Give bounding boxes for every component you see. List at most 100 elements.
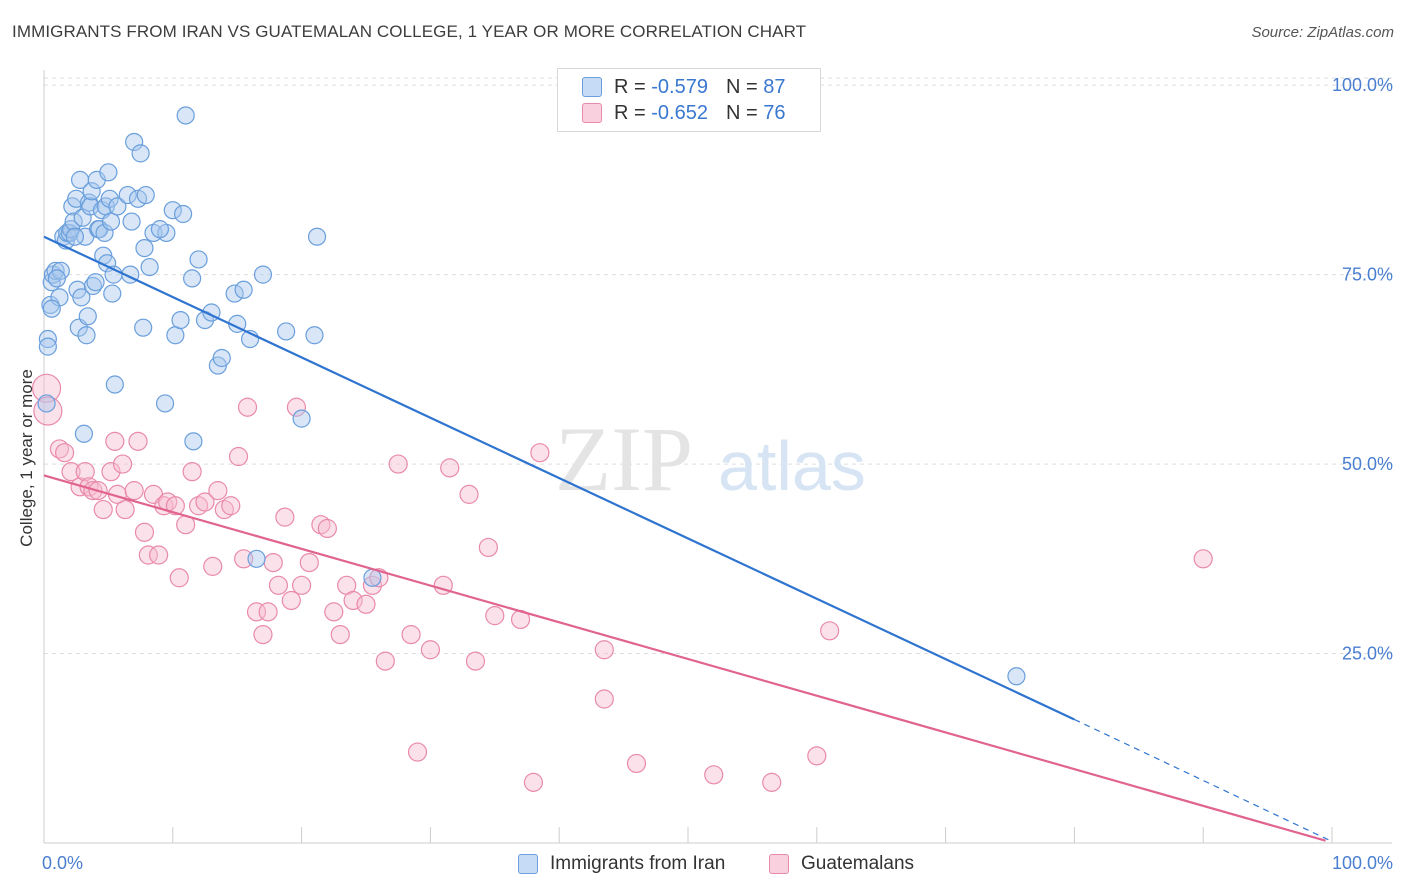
guatemalans-point (61, 462, 81, 482)
guatemalans-point (203, 556, 223, 576)
iran-point (64, 212, 83, 231)
iran-point (150, 220, 170, 239)
iran-point (100, 189, 119, 208)
guatemalans-point (182, 462, 202, 482)
iran-point (212, 348, 231, 368)
iran-point (42, 299, 61, 318)
iran-point (163, 201, 182, 220)
guatemalans-point (762, 772, 782, 792)
legend-n-guat: 76 (763, 101, 786, 124)
iran-point (81, 197, 100, 216)
iran-point (247, 549, 266, 568)
axes (43, 70, 1392, 844)
legend-r-label-guat: R = (614, 101, 646, 124)
iran-point (77, 326, 96, 345)
guatemalans-point (234, 549, 254, 569)
legend-swatch-guat (582, 103, 602, 123)
guatemalans-point (149, 545, 169, 565)
watermark: ZIP atlas (555, 408, 866, 510)
legend-swatch-iran (582, 77, 602, 97)
iran-point (103, 284, 122, 303)
guatemalans-point (268, 575, 289, 595)
guatemalans-point (407, 742, 428, 762)
guatemalans-point (626, 753, 647, 774)
iran-point (183, 269, 202, 288)
guatemalans-point (594, 689, 614, 709)
x-tick-label-max: 100.0% (1332, 853, 1393, 873)
iran-point (135, 238, 154, 258)
legend-r-iran: -0.579 (651, 75, 708, 98)
guatemalans-point (208, 481, 228, 501)
guatemalans-point (258, 602, 278, 622)
legend-row-guat: R = -0.652 N = 76 (582, 101, 785, 125)
watermark-atlas: atlas (718, 427, 866, 505)
guatemalans-point (83, 481, 103, 501)
iran-point (136, 185, 155, 205)
iran-point (125, 132, 144, 152)
bottom-legend-label-guat: Guatemalans (801, 853, 915, 874)
chart-title: IMMIGRANTS FROM IRAN VS GUATEMALAN COLLE… (12, 22, 807, 41)
bottom-legend-label-iran: Immigrants from Iran (550, 853, 726, 874)
guatemalans-point (356, 594, 376, 614)
legend-n-label-iran: N = (725, 75, 758, 98)
guatemalans-point (228, 446, 249, 467)
guatemalans-point (93, 499, 113, 520)
iran-point (234, 280, 253, 299)
guatemalans-point (115, 499, 135, 520)
y-tick-label-25: 25.0% (1342, 644, 1393, 664)
guatemalans-point (31, 373, 62, 403)
iran-point (189, 250, 208, 269)
legend-row-iran: R = -0.579 N = 87 (582, 75, 785, 99)
iran-point (99, 163, 118, 182)
guatemalans-point (165, 496, 185, 516)
guatemalans-point (420, 640, 440, 660)
guatemalans-point (704, 765, 724, 785)
iran-point (131, 144, 150, 163)
guatemalans-point (440, 458, 460, 478)
guatemalans-point (820, 621, 840, 641)
iran-point (105, 375, 124, 394)
iran-point (277, 322, 296, 341)
guatemalans-point (292, 575, 312, 595)
x-tick-label-min: 0.0% (42, 853, 83, 873)
guatemalans-point (195, 492, 215, 512)
iran-point (108, 197, 127, 216)
bottom-legend-swatch-iran (518, 854, 538, 874)
tick-labels: 25.0% 50.0% 75.0% 100.0% 0.0% 100.0% (42, 75, 1393, 873)
iran-point (37, 394, 56, 413)
watermark-zip: ZIP (555, 408, 693, 510)
guatemalans-point (388, 454, 408, 474)
guatemalans-point (523, 772, 544, 792)
iran-point (292, 409, 311, 428)
guatemalans-point (362, 575, 383, 595)
guatemalans-point (221, 496, 241, 516)
guatemalans-point (253, 624, 273, 645)
guatemalans-point (317, 518, 337, 539)
bottom-legend-swatch-guat (769, 854, 789, 874)
iran-point (140, 257, 159, 277)
iran-point (122, 212, 141, 231)
iran-point (176, 106, 195, 125)
guatemalans-points (31, 373, 1213, 792)
guatemalans-point (49, 439, 70, 459)
iran-point (171, 310, 190, 330)
iran-point (225, 284, 244, 303)
iran-point (184, 432, 203, 451)
legend-r-label-iran: R = (614, 75, 646, 98)
iran-point (74, 424, 94, 443)
guatemalans-point (124, 481, 144, 501)
iran-points (37, 106, 1026, 686)
iran-point (86, 273, 105, 292)
iran-point (174, 204, 193, 224)
guatemalans-point (55, 443, 75, 463)
iran-point (118, 185, 137, 205)
guatemalans-point (1193, 549, 1213, 569)
iran-point (38, 337, 57, 356)
y-tick-label-50: 50.0% (1342, 454, 1393, 474)
iran-trend-extension (1074, 718, 1333, 843)
iran-point (1007, 667, 1026, 686)
iran-point (155, 394, 175, 413)
guatemalans-point (375, 651, 395, 671)
guatemalans-point (75, 462, 95, 482)
